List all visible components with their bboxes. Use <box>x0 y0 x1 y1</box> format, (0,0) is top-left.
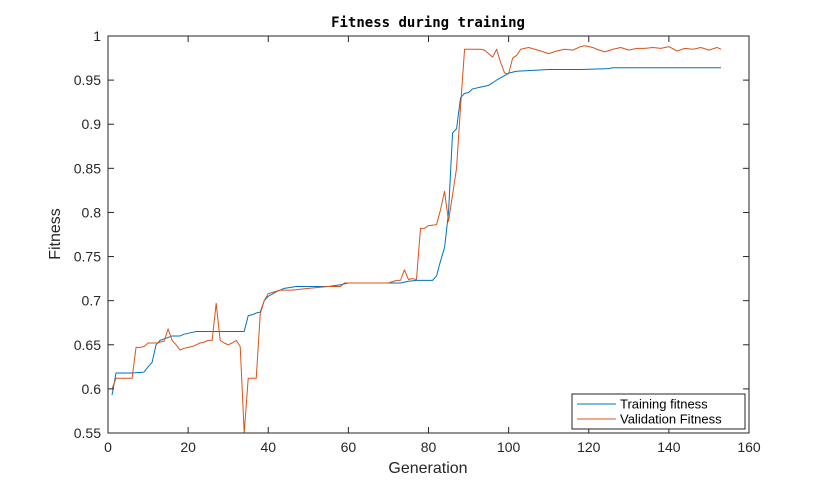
y-tick-label: 0.8 <box>82 204 102 220</box>
x-tick-label: 80 <box>421 439 437 455</box>
x-tick-label: 160 <box>737 439 761 455</box>
y-tick-label: 1 <box>93 28 101 44</box>
plot-area <box>108 36 749 433</box>
legend-box <box>571 393 746 430</box>
y-tick-label: 0.65 <box>74 337 101 353</box>
y-tick-label: 0.9 <box>82 116 102 132</box>
x-tick-label: 140 <box>657 439 681 455</box>
series-line-validation-fitness <box>111 45 722 434</box>
x-axis-label: Generation <box>388 460 467 477</box>
y-tick-label: 0.75 <box>74 249 101 265</box>
ticks-layer: 0 20 40 60 80 100 120 140 160 0.55 0.6 0.65 0.7 0.75 0… <box>74 28 761 455</box>
x-tick-label: 0 <box>104 439 112 455</box>
legend-entry: Training fitness <box>620 397 708 412</box>
legend-entry: Validation Fitness <box>620 412 722 427</box>
y-tick-label: 0.55 <box>74 425 101 441</box>
y-tick-label: 0.95 <box>74 72 101 88</box>
chart-title: Fitness during training <box>331 15 525 31</box>
y-axis-label: Fitness <box>47 208 64 260</box>
series-layer <box>111 45 722 434</box>
series-line-training-fitness <box>111 67 721 396</box>
x-tick-label: 20 <box>180 439 196 455</box>
x-tick-label: 40 <box>260 439 276 455</box>
x-tick-label: 120 <box>577 439 601 455</box>
y-tick-label: 0.85 <box>74 160 101 176</box>
x-tick-label: 100 <box>497 439 521 455</box>
y-tick-label: 0.7 <box>82 293 102 309</box>
x-tick-label: 60 <box>341 439 357 455</box>
y-tick-label: 0.6 <box>82 381 102 397</box>
